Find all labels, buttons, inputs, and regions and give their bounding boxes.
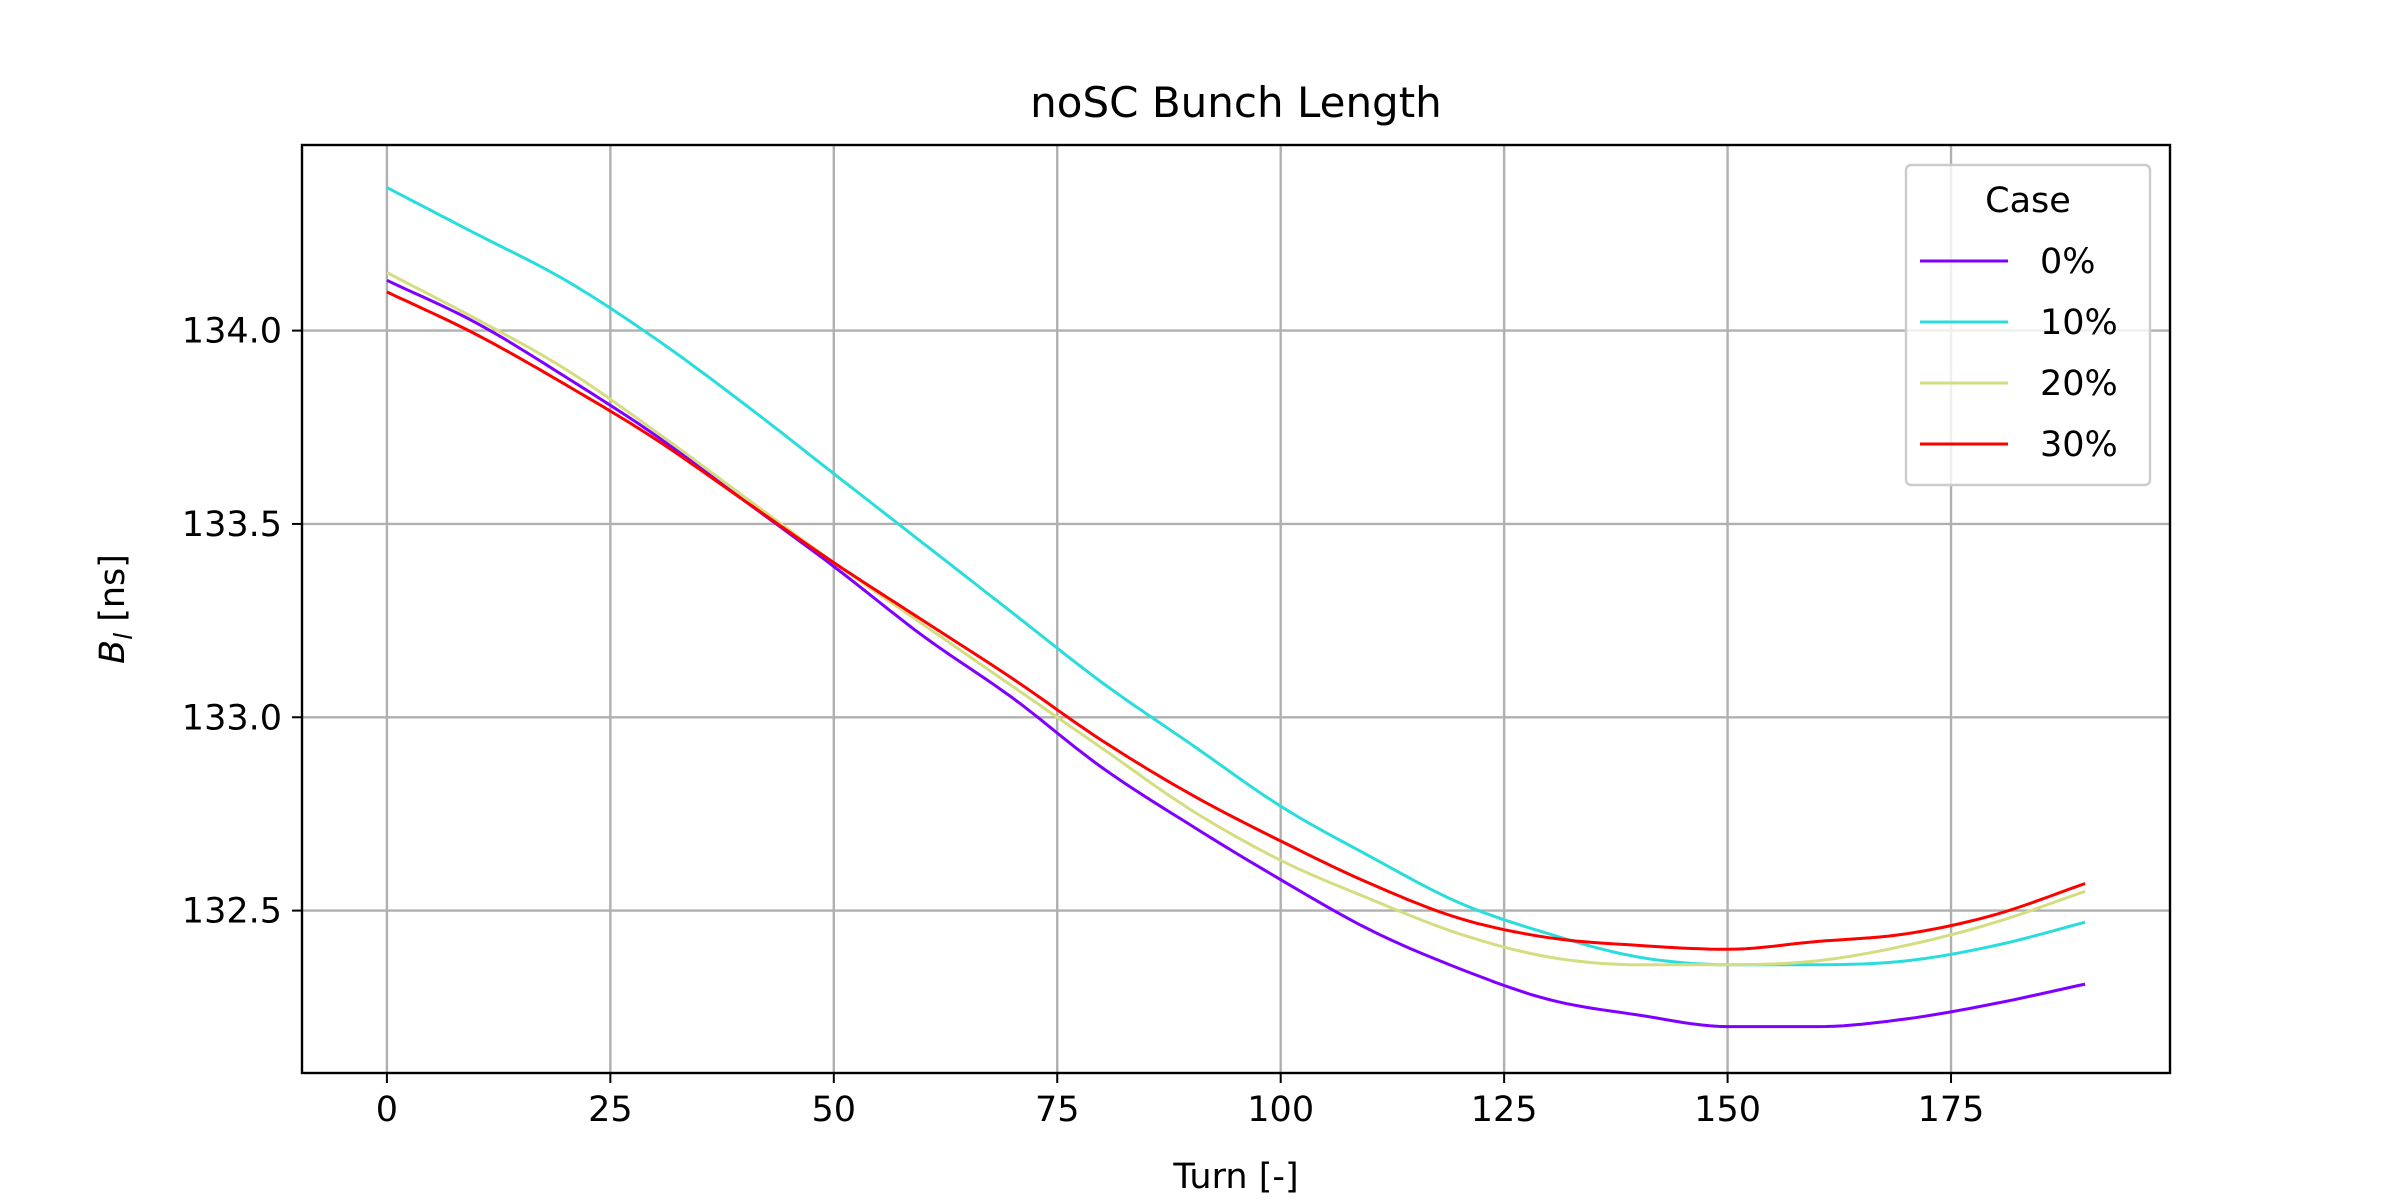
legend: Case 0% 10% 20% 30% xyxy=(1904,163,2152,487)
x-tick-label: 50 xyxy=(812,1090,857,1130)
series-layer xyxy=(386,186,2086,1029)
y-axis-label-symbol: B xyxy=(93,640,133,664)
y-tick-label: 133.0 xyxy=(182,698,282,738)
x-tick-label: 0 xyxy=(376,1090,398,1130)
x-axis-label: Turn [-] xyxy=(1172,1157,1298,1197)
legend-label: 10% xyxy=(2040,303,2118,343)
y-axis-label-subscript: l xyxy=(109,633,138,640)
legend-label: 0% xyxy=(2040,242,2096,282)
y-tick-label: 132.5 xyxy=(182,892,282,932)
legend-label: 30% xyxy=(2040,425,2118,465)
series-line-20pct xyxy=(386,271,2086,967)
x-tick-label: 175 xyxy=(1918,1090,1985,1130)
plot-frame xyxy=(300,143,2172,1075)
x-tick-label: 75 xyxy=(1035,1090,1080,1130)
chart-title: noSC Bunch Length xyxy=(1030,78,1442,127)
tick-labels: 0 25 50 75 100 125 150 175 132.5 133.0 133.5 134.0 xyxy=(182,312,1985,1130)
y-tick-label: 133.5 xyxy=(182,505,282,545)
x-tick-label: 125 xyxy=(1471,1090,1538,1130)
y-tick-label: 134.0 xyxy=(182,312,282,352)
x-tick-label: 100 xyxy=(1247,1090,1314,1130)
x-tick-label: 25 xyxy=(588,1090,633,1130)
x-tick-label: 150 xyxy=(1694,1090,1761,1130)
series-line-0pct xyxy=(386,278,2086,1029)
y-axis-label-unit: [ns] xyxy=(93,554,133,633)
axis-ticks xyxy=(292,329,1953,1083)
legend-box xyxy=(1904,163,2152,487)
series-line-30pct xyxy=(386,290,2086,951)
legend-title: Case xyxy=(1985,181,2071,221)
y-axis-label: Bl [ns] xyxy=(93,554,138,664)
legend-items: 0% 10% 20% 30% xyxy=(1920,242,2118,465)
series-line-10pct xyxy=(386,186,2086,967)
legend-label: 20% xyxy=(2040,364,2118,404)
